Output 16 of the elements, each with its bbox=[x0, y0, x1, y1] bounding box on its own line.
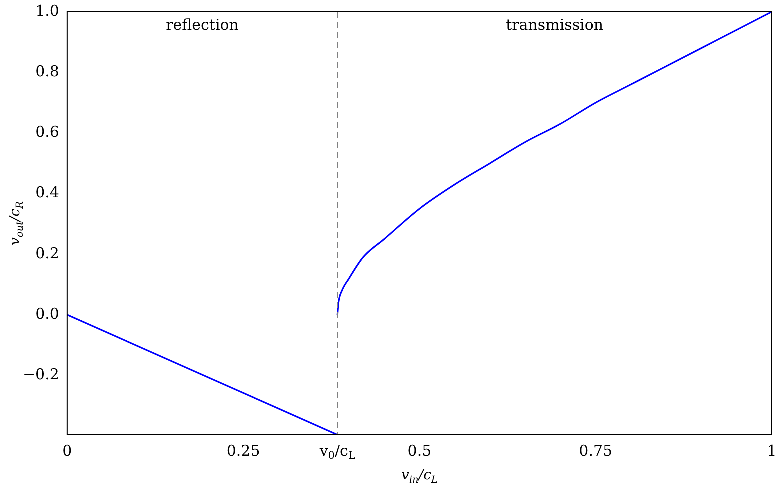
y-tick-label: 0.6 bbox=[36, 123, 60, 142]
x-tick-label: 0.25 bbox=[226, 442, 260, 460]
y-axis-title: vout/cR bbox=[8, 200, 26, 246]
y-tick-label: 0.0 bbox=[36, 304, 60, 323]
x-tick-label: 0 bbox=[62, 442, 72, 460]
annotation: transmission bbox=[506, 16, 604, 34]
annotation: reflection bbox=[166, 16, 240, 34]
y-tick-label: −0.2 bbox=[22, 366, 60, 384]
x-tick-label: 1 bbox=[767, 442, 777, 460]
y-tick-label: 0.8 bbox=[36, 62, 60, 80]
line-series bbox=[336, 12, 772, 316]
y-tick-label: 0.4 bbox=[36, 184, 60, 202]
x-tick-label: 0.5 bbox=[408, 442, 432, 460]
y-tick-label: 0.2 bbox=[36, 244, 60, 262]
x-tick-label: 0.75 bbox=[579, 442, 613, 460]
y-tick-label: 1.0 bbox=[36, 2, 60, 20]
